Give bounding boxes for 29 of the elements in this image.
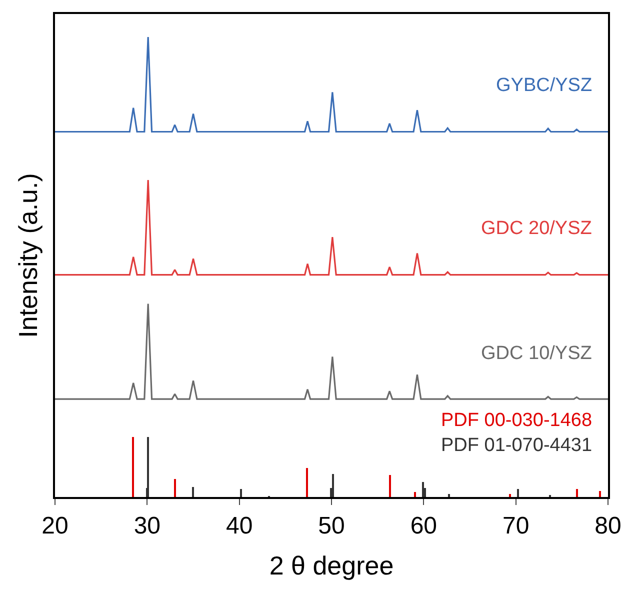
series-label: GDC 20/YSZ — [481, 218, 592, 239]
bar — [599, 491, 601, 497]
x-tick-label: 20 — [42, 512, 68, 540]
x-tick-label: 40 — [226, 512, 253, 540]
bar — [174, 479, 176, 497]
bar — [422, 482, 424, 497]
x-tick-label: 30 — [134, 512, 161, 540]
bar — [332, 474, 334, 497]
series-label: GYBC/YSZ — [496, 75, 592, 96]
x-tick-label: 70 — [502, 512, 530, 540]
bar — [576, 489, 578, 497]
x-axis-title: 2 θ degree — [269, 550, 394, 581]
text: PDF 00-030-1468 — [441, 410, 592, 431]
bar — [240, 489, 242, 497]
bar — [132, 437, 134, 497]
bar — [389, 475, 391, 497]
x-tick-label: 60 — [410, 512, 438, 540]
y-axis-title: Intensity (a.u.) — [13, 173, 44, 338]
x-tick-label: 50 — [318, 512, 345, 540]
bar — [306, 468, 308, 497]
bar — [448, 494, 450, 497]
bar — [147, 437, 149, 497]
bar — [509, 494, 511, 497]
x-tick-label: 80 — [594, 512, 622, 540]
series-label: GDC 10/YSZ — [481, 343, 592, 364]
bar — [517, 489, 519, 497]
bar — [192, 487, 194, 497]
bar — [414, 492, 416, 497]
series-label: PDF 01-070-4431 — [441, 435, 592, 456]
